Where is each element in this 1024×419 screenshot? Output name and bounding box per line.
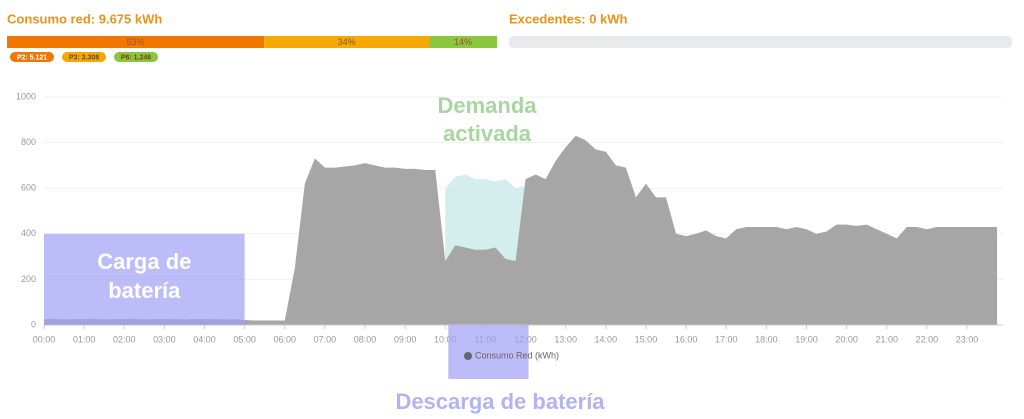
discharge-label: Descarga de batería <box>395 389 605 414</box>
x-tick-label: 05:00 <box>233 334 256 344</box>
y-tick-label: 600 <box>21 183 36 193</box>
legend-marker <box>464 352 472 360</box>
demand-label: Demanda <box>437 93 537 118</box>
excedentes-bar <box>509 36 1012 48</box>
area <box>44 135 998 325</box>
period-pill-label: P2: 5.121 <box>17 54 47 61</box>
period-segment <box>264 36 430 48</box>
x-tick-label: 01:00 <box>73 334 96 344</box>
discharge-box <box>448 325 529 379</box>
x-tick-label: 15:00 <box>635 334 658 344</box>
x-tick-label: 18:00 <box>755 334 778 344</box>
period-pill-label: P3: 3.308 <box>69 54 99 61</box>
y-tick-label: 0 <box>31 319 36 329</box>
x-tick-label: 23:00 <box>956 334 979 344</box>
period-segment <box>429 36 497 48</box>
x-tick-label: 13:00 <box>554 334 577 344</box>
excedentes-title: Excedentes: 0 kWh <box>509 11 628 26</box>
legend-label: Consumo Red (kWh) <box>475 350 559 360</box>
charge-label: Carga de <box>97 249 191 274</box>
consumo-title: Consumo red: 9.675 kWh <box>7 11 162 26</box>
y-tick-label: 1000 <box>16 91 36 101</box>
period-segment <box>7 36 265 48</box>
x-tick-label: 09:00 <box>394 334 417 344</box>
y-tick-label: 400 <box>21 228 36 238</box>
x-tick-label: 04:00 <box>193 334 216 344</box>
period-pill <box>62 52 106 62</box>
x-tick-label: 06:00 <box>274 334 297 344</box>
period-label: 53% <box>127 37 145 47</box>
x-tick-label: 16:00 <box>675 334 698 344</box>
x-tick-label: 21:00 <box>875 334 898 344</box>
x-tick-label: 19:00 <box>795 334 818 344</box>
y-tick-label: 200 <box>21 274 36 284</box>
period-pill-label: P6: 1.246 <box>121 54 151 61</box>
period-pill <box>10 52 54 62</box>
x-tick-label: 07:00 <box>314 334 337 344</box>
demand-label: activada <box>443 121 532 146</box>
x-tick-label: 20:00 <box>835 334 858 344</box>
x-tick-label: 08:00 <box>354 334 377 344</box>
period-label: 14% <box>454 37 472 47</box>
x-tick-label: 02:00 <box>113 334 136 344</box>
charge-label: batería <box>108 278 181 303</box>
x-tick-label: 17:00 <box>715 334 738 344</box>
y-tick-label: 800 <box>21 137 36 147</box>
x-tick-label: 14:00 <box>595 334 618 344</box>
x-tick-label: 03:00 <box>153 334 176 344</box>
x-tick-label: 22:00 <box>916 334 939 344</box>
period-pill <box>114 52 158 62</box>
period-label: 34% <box>338 37 356 47</box>
x-tick-label: 00:00 <box>33 334 56 344</box>
charge-box <box>44 233 245 325</box>
x-tick-label: 10:00 <box>434 334 457 344</box>
